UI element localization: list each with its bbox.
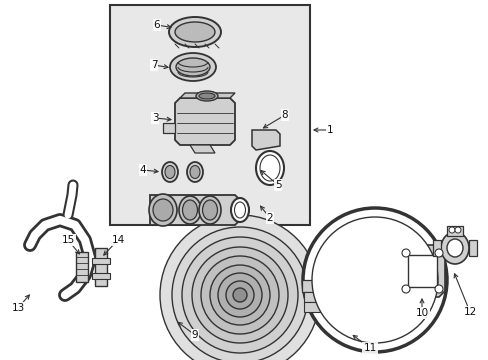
- Bar: [304, 302, 319, 312]
- Circle shape: [225, 281, 253, 309]
- Text: 9: 9: [191, 330, 198, 340]
- Circle shape: [209, 265, 269, 325]
- Bar: [304, 292, 319, 302]
- Polygon shape: [163, 123, 175, 133]
- Ellipse shape: [149, 194, 177, 226]
- Ellipse shape: [186, 162, 203, 182]
- Bar: [446, 226, 462, 236]
- Text: 8: 8: [281, 110, 288, 120]
- Circle shape: [401, 249, 409, 257]
- Bar: [92, 273, 110, 279]
- Polygon shape: [150, 195, 240, 225]
- Circle shape: [232, 288, 246, 302]
- Text: 2: 2: [266, 213, 273, 223]
- Text: 13: 13: [11, 303, 24, 313]
- Ellipse shape: [176, 58, 209, 76]
- Ellipse shape: [199, 196, 221, 224]
- Circle shape: [454, 227, 460, 233]
- Bar: [92, 258, 110, 264]
- Circle shape: [201, 256, 279, 334]
- Text: 15: 15: [61, 235, 75, 245]
- Polygon shape: [399, 245, 444, 297]
- Polygon shape: [180, 93, 235, 98]
- Text: 3: 3: [151, 113, 158, 123]
- Text: 4: 4: [140, 165, 146, 175]
- Circle shape: [434, 249, 442, 257]
- Ellipse shape: [446, 239, 462, 257]
- Ellipse shape: [230, 198, 248, 222]
- Ellipse shape: [190, 166, 200, 179]
- Bar: [95, 248, 107, 286]
- Text: 14: 14: [111, 235, 124, 245]
- Ellipse shape: [170, 53, 216, 81]
- Circle shape: [311, 217, 437, 343]
- Bar: [468, 240, 476, 256]
- Text: 7: 7: [150, 60, 157, 70]
- Bar: [407, 255, 436, 287]
- Polygon shape: [251, 130, 280, 150]
- Ellipse shape: [182, 200, 197, 220]
- Ellipse shape: [234, 202, 245, 218]
- Circle shape: [401, 285, 409, 293]
- Ellipse shape: [260, 155, 280, 181]
- Bar: [110, 5, 309, 225]
- Circle shape: [160, 215, 319, 360]
- Polygon shape: [175, 98, 235, 145]
- Ellipse shape: [179, 196, 201, 224]
- Bar: [302, 280, 324, 292]
- Circle shape: [172, 227, 307, 360]
- Ellipse shape: [202, 200, 217, 220]
- Text: 5: 5: [274, 180, 281, 190]
- Ellipse shape: [196, 91, 218, 101]
- Text: 12: 12: [463, 307, 476, 317]
- Ellipse shape: [164, 166, 175, 179]
- Circle shape: [303, 208, 446, 352]
- Polygon shape: [190, 145, 215, 153]
- Circle shape: [218, 273, 262, 317]
- Ellipse shape: [199, 93, 215, 99]
- Ellipse shape: [440, 232, 468, 264]
- Text: 1: 1: [326, 125, 333, 135]
- Ellipse shape: [256, 151, 284, 185]
- Circle shape: [434, 285, 442, 293]
- Text: 6: 6: [153, 20, 160, 30]
- Ellipse shape: [169, 17, 221, 47]
- Ellipse shape: [162, 162, 178, 182]
- Circle shape: [192, 247, 287, 343]
- Ellipse shape: [153, 199, 173, 221]
- Bar: [432, 240, 440, 256]
- Circle shape: [182, 237, 297, 353]
- Bar: [76, 252, 88, 282]
- Text: 10: 10: [415, 308, 427, 318]
- Circle shape: [448, 227, 454, 233]
- Text: 11: 11: [363, 343, 376, 353]
- Ellipse shape: [175, 22, 215, 42]
